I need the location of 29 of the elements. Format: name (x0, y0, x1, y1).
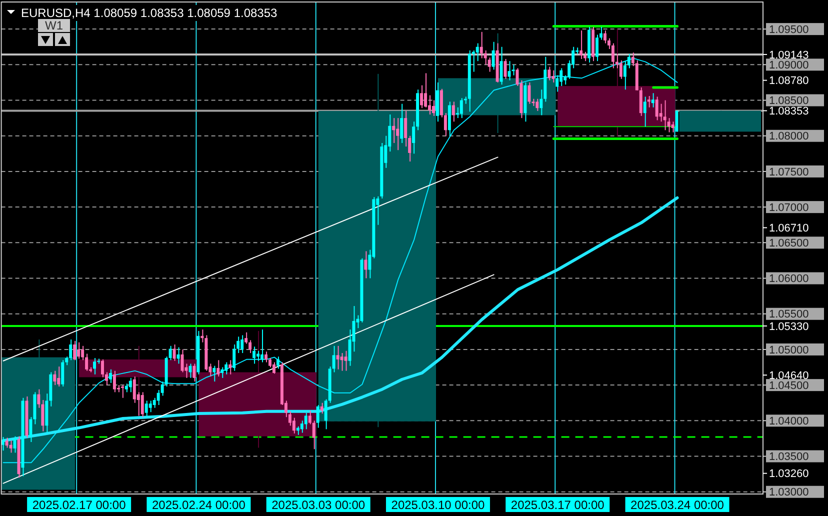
y-tick-label: 1.06500 (769, 238, 809, 250)
y2-tick-label: 1.04640 (769, 370, 809, 382)
y-tick-label: 1.05500 (769, 308, 809, 321)
y-tick-label: 1.05000 (769, 344, 809, 356)
y-tick-label: 1.07000 (769, 202, 809, 214)
annotation: W1 (45, 18, 64, 33)
y-tick-label: 1.06000 (769, 273, 809, 286)
y2-tick-label: 1.08780 (769, 75, 809, 88)
x-tick-label: 2025.03.17 00:00 (510, 498, 605, 512)
x-tick-label: 2025.03.10 00:00 (391, 498, 486, 512)
y-tick-label: 1.08500 (769, 95, 809, 108)
y2-tick-label: 1.08353 (769, 106, 809, 118)
y-tick-label: 1.04500 (769, 380, 809, 392)
y2-tick-label: 1.03260 (769, 468, 809, 480)
y2-tick-label: 1.06710 (769, 222, 809, 235)
y-tick-label: 1.08000 (769, 130, 809, 143)
y-tick-label: 1.03000 (769, 486, 809, 499)
y2-tick-label: 1.05330 (769, 320, 809, 333)
x-tick-label: 2025.03.24 00:00 (630, 498, 724, 512)
y2-tick-label: 1.09143 (769, 49, 809, 62)
chart-title: EURUSD,H4 1.08059 1.08353 1.08059 1.08353 (21, 6, 278, 20)
y-tick-label: 1.09000 (769, 60, 809, 72)
x-tick-label: 2025.02.24 00:00 (152, 498, 246, 512)
y-tick-label: 1.04000 (769, 416, 809, 428)
y-tick-label: 1.09500 (769, 24, 809, 36)
y-tick-label: 1.03500 (769, 451, 809, 464)
y-tick-label: 1.07500 (769, 166, 809, 178)
x-tick-label: 2025.02.17 00:00 (32, 498, 126, 512)
x-tick-label: 2025.03.03 00:00 (272, 498, 366, 512)
